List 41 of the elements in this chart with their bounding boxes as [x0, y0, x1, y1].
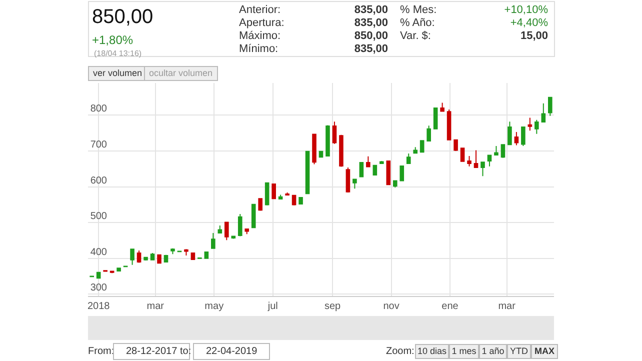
y-tick-label: 400: [90, 246, 108, 258]
text: Var. $:: [400, 30, 431, 42]
x-tick-label: ene: [442, 301, 459, 312]
button: 1 año: [479, 344, 507, 359]
text: 835,00: [353, 17, 388, 29]
text: to:: [180, 346, 192, 357]
button: ocultar volumen: [144, 66, 218, 81]
text: From:: [88, 346, 114, 357]
x-tick-label: jul: [266, 301, 278, 312]
x-tick-label: nov: [383, 301, 400, 312]
button: 1 mes: [449, 344, 479, 359]
y-tick-label: 500: [90, 211, 108, 222]
text: 850,00: [92, 6, 154, 29]
text: 835,00: [353, 43, 388, 55]
x-tick-label: sep: [324, 301, 342, 312]
text: % Mes:: [400, 4, 437, 16]
text: Anterior:: [239, 4, 281, 16]
text: % Año:: [400, 17, 435, 29]
text: 835,00: [353, 4, 388, 16]
text: Máximo:: [239, 30, 281, 42]
text: Mínimo:: [239, 43, 278, 55]
x-tick-label: 2018: [87, 301, 110, 312]
x-tick-label: may: [204, 301, 224, 312]
text: (18/04 13:16): [94, 49, 142, 58]
text: 15,00: [519, 30, 548, 42]
y-tick-label: 700: [90, 140, 108, 151]
button: YTD: [507, 344, 531, 359]
y-tick-label: 600: [90, 175, 108, 186]
button: MAX: [531, 344, 558, 359]
text: +10,10%: [503, 4, 548, 16]
x-tick-label: mar: [146, 301, 165, 312]
text: +1,80%: [92, 33, 134, 47]
button: 10 dias: [415, 344, 449, 359]
text: Apertura:: [239, 17, 284, 29]
x-tick-label: mar: [498, 301, 516, 312]
text: +4,40%: [509, 17, 548, 29]
y-tick-label: 800: [90, 104, 108, 115]
text: Zoom:: [386, 346, 414, 357]
text: 850,00: [353, 30, 388, 42]
date-field: 22-04-2019: [193, 343, 270, 360]
y-tick-label: 300: [90, 282, 108, 294]
